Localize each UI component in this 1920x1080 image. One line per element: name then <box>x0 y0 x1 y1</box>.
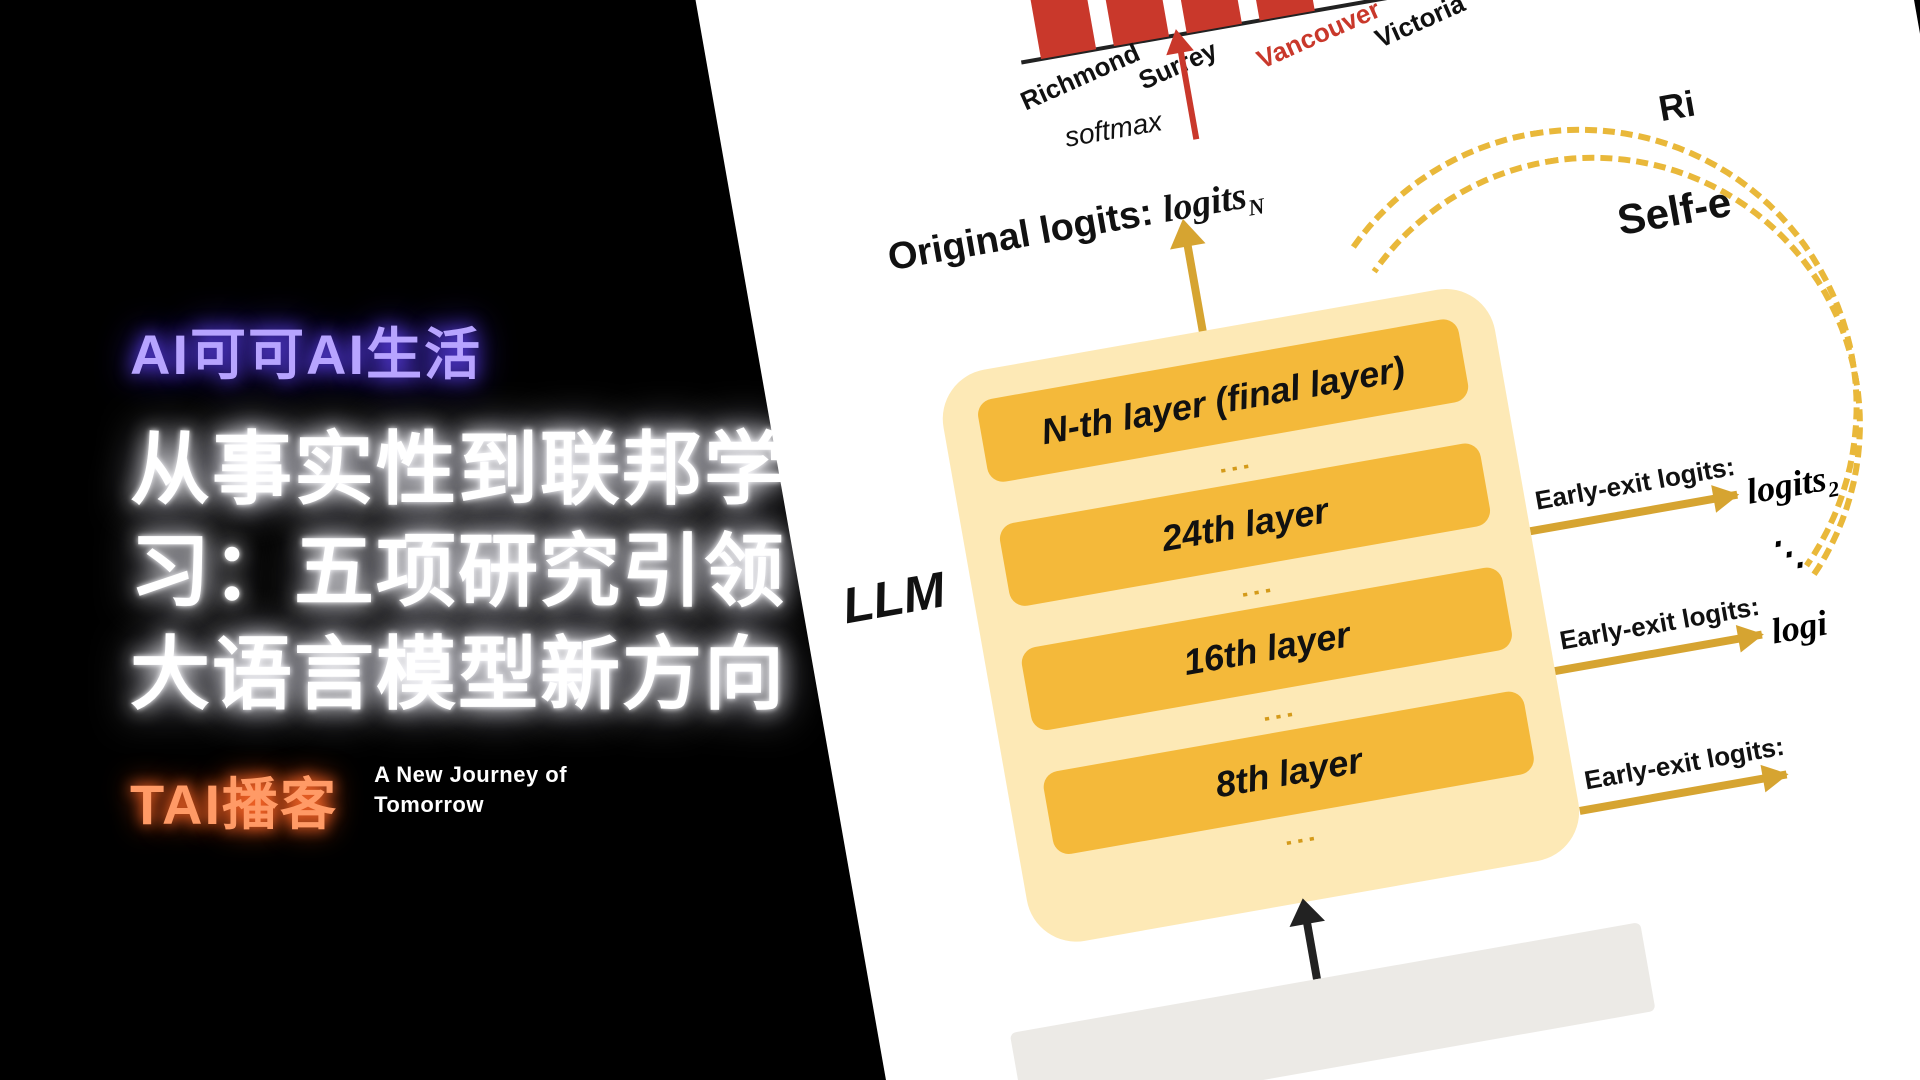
stage: AI可可AI生活 从事实性到联邦学 习：五项研究引领 大语言模型新方向 TAI播… <box>0 0 1920 1080</box>
ellipsis-dots: ⋱ <box>1765 530 1808 578</box>
sub-row: TAI播客 A New Journey of Tomorrow <box>130 760 930 841</box>
early-exit-math: logi <box>1768 601 1830 652</box>
softmax-label: softmax <box>1062 105 1164 154</box>
diagram-rotated-wrap: RichmondSurreyVancouverVictoria ✕ False … <box>670 0 1920 1080</box>
subtitle-en-line-2: Tomorrow <box>374 790 567 820</box>
vertical-dots: ⋮ <box>1249 575 1263 598</box>
diagram-paper: RichmondSurreyVancouverVictoria ✕ False … <box>670 0 1920 1080</box>
layer-stack: N-th layer (final layer)⋮24th layer⋮16th… <box>935 281 1587 949</box>
logits-arrow-head <box>1165 216 1205 250</box>
logits-arrow <box>1183 242 1207 334</box>
vertical-dots: ⋮ <box>1227 451 1241 474</box>
early-exit-label: Early-exit logits: <box>1582 731 1787 797</box>
input-arrow-head <box>1285 895 1325 927</box>
input-box <box>1010 922 1656 1080</box>
brand-label: TAI播客 <box>130 760 338 841</box>
input-arrow <box>1303 919 1321 979</box>
softmax-arrow-head <box>1162 27 1194 55</box>
original-logits-sub: N <box>1246 193 1267 220</box>
chart-bar <box>1025 0 1097 59</box>
vertical-dots: ⋮ <box>1293 823 1307 846</box>
subtitle-en: A New Journey of Tomorrow <box>374 760 567 819</box>
llm-label: LLM <box>838 560 949 635</box>
partial-label-ri: Ri <box>1656 83 1699 131</box>
softmax-bar-chart: RichmondSurreyVancouverVictoria <box>980 0 1463 111</box>
original-logits-prefix: Original logits: <box>885 189 1167 279</box>
subtitle-en-line-1: A New Journey of <box>374 760 567 790</box>
original-logits-label: Original logits: logitsN <box>885 171 1267 285</box>
vertical-dots: ⋮ <box>1271 699 1285 722</box>
